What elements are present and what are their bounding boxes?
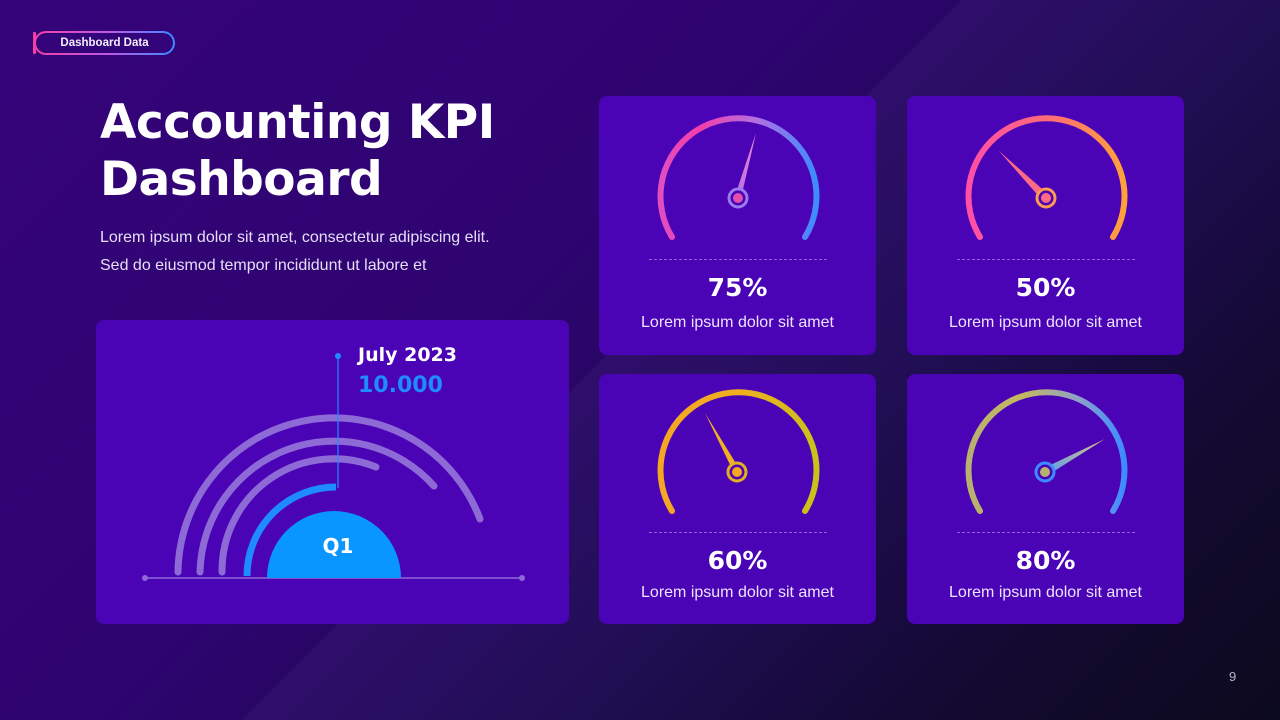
ring-3	[218, 455, 380, 576]
gauge-caption: Lorem ipsum dolor sit amet	[641, 584, 834, 601]
page-title-line-2: Dashboard	[100, 152, 383, 207]
gauge-hub-center	[1041, 193, 1051, 203]
page-title-line-1: Accounting KPI	[100, 95, 495, 150]
baseline-end-dot	[519, 575, 525, 581]
gauge-arc	[965, 389, 1128, 514]
gauge-2	[965, 115, 1128, 240]
gauge-caption: Lorem ipsum dolor sit amet	[949, 314, 1142, 331]
gauge-percent: 60%	[707, 546, 768, 575]
gauge-needle	[705, 413, 740, 473]
gauge-card-3: 60% Lorem ipsum dolor sit amet	[599, 374, 876, 624]
chart-value: 10.000	[358, 373, 443, 398]
page-title: Accounting KPI Dashboard	[100, 94, 560, 208]
gauge-divider	[957, 259, 1135, 260]
gauge-card-1: 75% Lorem ipsum dolor sit amet	[599, 96, 876, 355]
page-description: Lorem ipsum dolor sit amet, consectetur …	[100, 229, 490, 274]
gauge-4	[965, 389, 1128, 514]
gauge-hub-center	[732, 467, 742, 477]
gauge-hub-center	[733, 193, 743, 203]
chart-date-label: July 2023	[358, 344, 457, 366]
gauge-hub-center	[1040, 467, 1050, 477]
gauge-arc	[657, 389, 820, 514]
callout-dot	[335, 353, 341, 359]
gauge-card-4: 80% Lorem ipsum dolor sit amet	[907, 374, 1184, 624]
section-tag: Dashboard Data	[33, 31, 175, 55]
page-number: 9	[1229, 669, 1237, 684]
tag-accent-bar	[33, 32, 36, 54]
gauge-needle	[999, 151, 1049, 201]
summary-chart-card: July 2023 10.000 Q1	[96, 320, 569, 624]
gauge-divider	[649, 532, 827, 533]
gauge-caption: Lorem ipsum dolor sit amet	[949, 584, 1142, 601]
gauge-percent: 80%	[1015, 546, 1076, 575]
gauge-needle	[735, 133, 756, 198]
q1-progress-arc	[243, 483, 337, 577]
gauge-divider	[957, 532, 1135, 533]
baseline-start-dot	[142, 575, 148, 581]
radial-bar-chart	[142, 353, 525, 581]
gauge-arc	[965, 115, 1128, 240]
gauge-arc	[657, 115, 820, 240]
gauge-percent: 75%	[707, 273, 768, 302]
section-tag-label: Dashboard Data	[36, 33, 173, 53]
ring-2	[196, 437, 438, 576]
chart-center-label: Q1	[322, 534, 354, 558]
gauge-card-2: 50% Lorem ipsum dolor sit amet	[907, 96, 1184, 355]
ring-1	[174, 414, 484, 576]
gauge-1	[657, 115, 820, 240]
gauge-percent: 50%	[1015, 273, 1076, 302]
gauge-3	[657, 389, 820, 514]
gauge-caption: Lorem ipsum dolor sit amet	[641, 314, 834, 331]
gauge-divider	[649, 259, 827, 260]
gauge-needle	[1044, 439, 1105, 475]
q1-half-disc	[267, 511, 401, 578]
